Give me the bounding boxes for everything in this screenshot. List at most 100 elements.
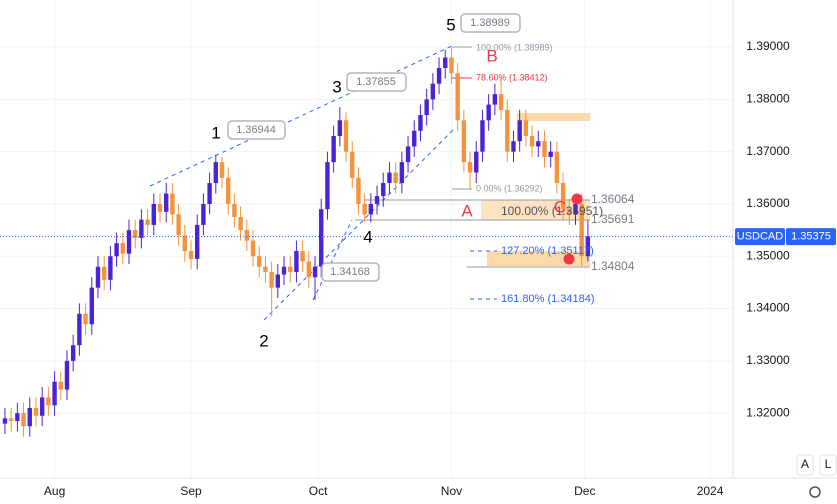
candle-body [64, 360, 70, 390]
candle-body [170, 193, 175, 215]
candle-body [474, 151, 479, 173]
annotation: 1 [211, 123, 220, 142]
candle-body [331, 135, 336, 163]
candle-body [498, 94, 504, 110]
alert-marker [563, 253, 575, 265]
annotation: 1.36944 [236, 124, 276, 136]
label-box [227, 120, 286, 140]
candle-body [381, 183, 386, 197]
price-label: 1.35375 [791, 231, 831, 243]
auto-button-label[interactable]: A [801, 457, 809, 471]
candle-body [213, 162, 219, 184]
annotation: 161.80% (1.34184) [501, 293, 595, 305]
trend-line [149, 45, 453, 187]
auto-button[interactable] [796, 454, 814, 476]
candle-body [33, 407, 39, 416]
candle-body [70, 345, 76, 361]
candle-body [492, 94, 498, 105]
x-tick-label: Sep [180, 484, 202, 498]
candle-body [120, 243, 125, 254]
candle-body [244, 230, 250, 241]
candle-body [275, 274, 281, 288]
candle-body [250, 240, 256, 257]
candle-body [554, 151, 560, 184]
y-tick-label: 1.39000 [746, 39, 790, 53]
candle-body [567, 209, 572, 215]
annotation: 3 [332, 77, 341, 96]
candle-body [151, 203, 156, 225]
candle-body [424, 99, 429, 116]
y-tick-label: 1.36000 [746, 196, 790, 210]
x-tick-label: Nov [441, 484, 462, 498]
candle-body [529, 135, 535, 147]
candle-body [319, 209, 324, 267]
annotation: B [486, 46, 497, 65]
candle-body [356, 177, 361, 204]
candle-body [455, 73, 460, 121]
candle-body [95, 266, 101, 288]
candle-body [486, 104, 491, 121]
candle-body [288, 266, 293, 272]
candle-body [461, 120, 467, 163]
candle-body [108, 256, 113, 280]
annotation: 2 [259, 331, 268, 350]
y-tick-label: 1.32000 [746, 405, 790, 419]
candle-body [548, 151, 553, 157]
label-box [460, 13, 521, 33]
candle-body [542, 141, 547, 157]
candle-body [163, 193, 169, 212]
candle-body [257, 256, 262, 267]
candle-body [362, 203, 367, 215]
candle-body [449, 57, 454, 74]
candle-body [83, 313, 88, 325]
candle-body [21, 413, 26, 427]
candle-body [443, 57, 448, 68]
candle-body [312, 266, 318, 278]
zone [487, 251, 590, 266]
candle-body [505, 109, 510, 152]
annotation: A [461, 201, 473, 220]
candle-body [269, 271, 274, 288]
candle-body [579, 203, 584, 257]
label-box [321, 262, 380, 282]
candle-body [46, 397, 51, 406]
candle-body [89, 287, 94, 325]
candle-body [219, 162, 225, 178]
candle-body [263, 266, 268, 272]
candle-body [58, 381, 63, 390]
candle-body [436, 67, 442, 84]
annotation: 1.34168 [330, 266, 370, 278]
annotation: 78.60% (1.38412) [476, 72, 548, 82]
candle-body [145, 219, 150, 225]
annotation: 100.00% (1.38989) [476, 42, 553, 52]
candle-body [418, 115, 423, 131]
annotation: 1.38989 [470, 17, 510, 29]
log-button[interactable] [819, 454, 837, 476]
annotation: C [554, 197, 566, 216]
candle-body [511, 141, 516, 152]
candle-body [300, 251, 305, 262]
candle-body [201, 203, 206, 225]
candle-body [226, 177, 231, 204]
y-tick-label: 1.34000 [746, 301, 790, 315]
x-tick-label: 2024 [697, 484, 724, 498]
candle-body [387, 172, 392, 184]
trend-line [312, 219, 353, 301]
candle-body [517, 120, 522, 142]
annotation: 1.36064 [591, 192, 635, 206]
label-box [346, 72, 407, 92]
candle-body [350, 151, 355, 178]
candle-body [15, 413, 20, 421]
candle-body [188, 251, 194, 259]
settings-icon[interactable] [809, 486, 821, 498]
annotation: 1.35691 [591, 212, 635, 226]
log-button-label[interactable]: L [825, 457, 832, 471]
candle-body [176, 214, 181, 236]
annotation: 4 [363, 227, 372, 246]
annotation: 1.34804 [591, 259, 635, 273]
candle-body [238, 217, 243, 231]
candle-body [207, 183, 212, 204]
candle-body [374, 196, 380, 204]
candle-body [114, 243, 119, 257]
